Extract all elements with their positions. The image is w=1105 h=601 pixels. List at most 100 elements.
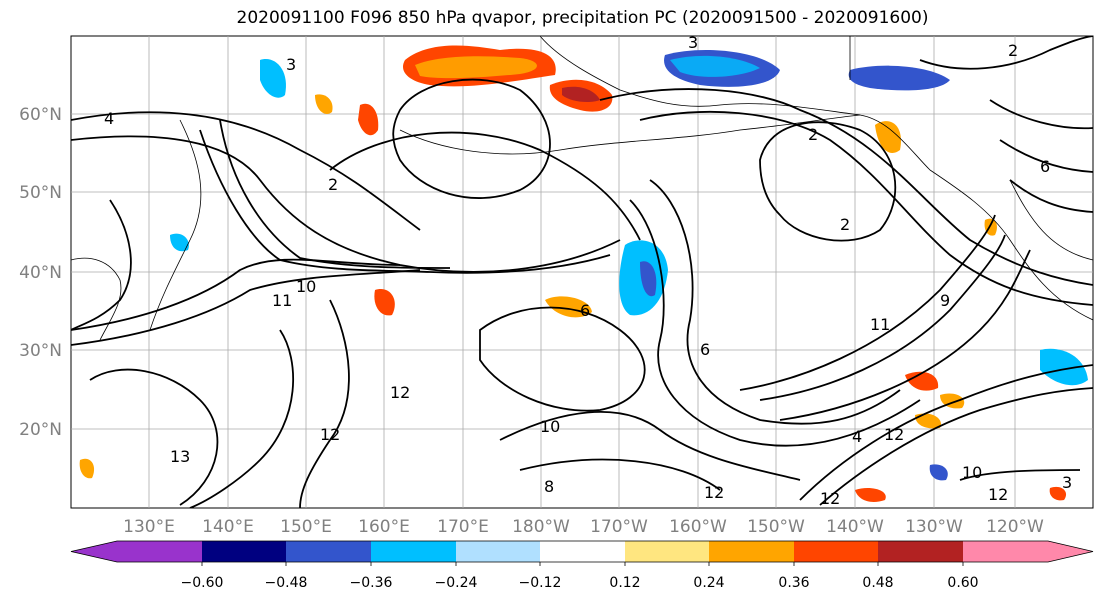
contour-label: 13: [170, 447, 190, 466]
contour-line: [739, 214, 996, 391]
longitude-labels: 130°E 140°E 150°E 160°E 170°E 180°W 170°W 160°W…: [123, 517, 1044, 537]
contour-line: [71, 269, 421, 346]
colorbar-tick-label: 0.60: [947, 575, 978, 591]
longitude-label: 140°E: [202, 517, 254, 537]
contour-line: [799, 364, 1093, 501]
contour-line: [999, 139, 1093, 173]
contour-line: [199, 129, 611, 274]
colorbar-segment: [71, 541, 202, 562]
latitude-labels: 60°N 50°N 40°N 30°N 20°N: [19, 105, 62, 440]
latitude-label: 50°N: [19, 183, 62, 203]
precip-negative-area: [1040, 348, 1088, 386]
contour-label: 2: [808, 125, 818, 144]
qvapor-contours: [71, 36, 1093, 508]
precip-positive-area: [315, 94, 333, 115]
contour-label: 12: [390, 383, 410, 402]
contour-label: 11: [272, 291, 292, 310]
contour-line: [519, 458, 721, 491]
contour-line: [71, 258, 401, 331]
contour-label: 2: [328, 175, 338, 194]
contour-label: 4: [104, 109, 114, 128]
colorbar-tick-label: −0.24: [435, 575, 478, 591]
latitude-label: 40°N: [19, 263, 62, 283]
precip-positive-area: [79, 458, 95, 479]
precip-positive-area: [1049, 486, 1067, 501]
colorbar-tick-label: −0.12: [519, 575, 562, 591]
colorbar-tick-label: −0.36: [350, 575, 393, 591]
latitude-label: 20°N: [19, 420, 62, 440]
colorbar-segment: [709, 541, 794, 562]
contour-label: 2: [1008, 41, 1018, 60]
contour-line: [329, 131, 641, 241]
contour-line: [219, 119, 451, 269]
precip-negative-area: [929, 464, 948, 481]
longitude-label: 160°E: [358, 517, 410, 537]
precip-positive-area: [545, 296, 592, 318]
contour-label: 10: [296, 277, 316, 296]
contour-labels: 3 4 2 6 11 10 12 6 13 12 10 2 6 11 9 8 1…: [104, 33, 1072, 508]
precip-positive-area: [905, 371, 939, 391]
contour-label: 6: [1040, 157, 1050, 176]
precip-positive-area: [415, 56, 537, 79]
contour-label: 12: [988, 485, 1008, 504]
colorbar-tick-label: 0.48: [862, 575, 893, 591]
contour-label: 6: [700, 340, 710, 359]
contour-line: [759, 121, 897, 242]
colorbar-segment: [202, 541, 286, 562]
contour-label: 6: [580, 301, 590, 320]
colorbar-tick-label: 0.24: [693, 575, 724, 591]
precip-shading: [79, 45, 1088, 502]
contour-line: [1009, 179, 1093, 213]
contour-label: 3: [688, 33, 698, 52]
colorbar-segment: [456, 541, 540, 562]
precip-positive-area: [915, 413, 941, 429]
contour-line: [71, 199, 132, 331]
precip-positive-area: [358, 103, 379, 136]
coastline: [399, 114, 861, 155]
contour-label: 3: [286, 55, 296, 74]
colorbar-tick-label: 0.36: [778, 575, 809, 591]
colorbar: [70, 540, 1094, 563]
precip-negative-area: [260, 59, 286, 98]
latitude-label: 60°N: [19, 105, 62, 125]
colorbar-tick-label: −0.48: [265, 575, 308, 591]
contour-line: [299, 299, 350, 508]
longitude-label: 170°E: [437, 517, 489, 537]
contour-label: 10: [540, 417, 560, 436]
coastline: [71, 257, 122, 341]
map-title: 2020091100 F096 850 hPa qvapor, precipit…: [236, 8, 929, 28]
colorbar-segment: [963, 541, 1093, 562]
longitude-label: 180°W: [512, 517, 570, 537]
longitude-label: 130°E: [123, 517, 175, 537]
colorbar-segment: [286, 541, 371, 562]
longitude-label: 150°E: [280, 517, 332, 537]
contour-line: [959, 469, 1081, 481]
precip-negative-area: [670, 55, 760, 77]
colorbar-segment: [540, 541, 625, 562]
coastline: [149, 119, 202, 331]
precip-negative-area: [848, 65, 950, 91]
colorbar-tick-labels: −0.60 −0.48 −0.36 −0.24 −0.12 0.12 0.24 0.36 0.4…: [181, 562, 979, 591]
contour-line: [71, 111, 421, 231]
contour-line: [639, 110, 1093, 306]
contour-label: 12: [704, 483, 724, 502]
contour-label: 8: [544, 477, 554, 496]
colorbar-segment: [371, 541, 456, 562]
contour-label: 11: [870, 315, 890, 334]
contour-line: [629, 199, 921, 447]
contour-label: 3: [1062, 473, 1072, 492]
contour-line: [599, 88, 1093, 286]
longitude-label: 150°W: [747, 517, 805, 537]
contour-line: [189, 329, 294, 508]
precip-positive-area: [875, 121, 901, 153]
longitude-label: 170°W: [590, 517, 648, 537]
contour-line: [499, 410, 801, 481]
precip-negative-area: [640, 261, 657, 297]
colorbar-segment: [794, 541, 878, 562]
longitude-label: 130°W: [905, 517, 963, 537]
contour-label: 12: [820, 489, 840, 508]
contour-line: [479, 306, 646, 412]
precip-positive-area: [562, 86, 600, 103]
coastlines: [71, 36, 1093, 341]
